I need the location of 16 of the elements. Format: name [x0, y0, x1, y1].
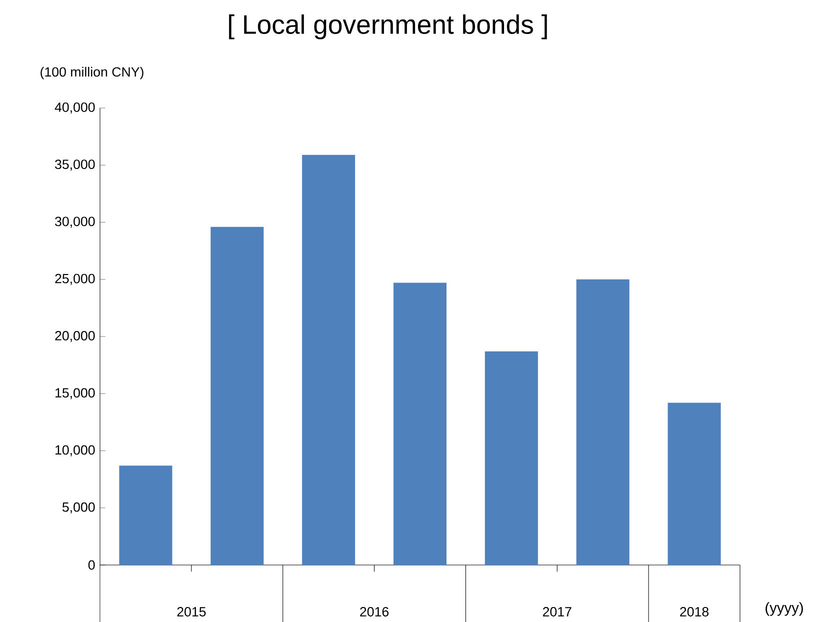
x-tick-label: 2017: [542, 607, 572, 616]
y-tick-label: 10,000: [56, 445, 95, 456]
y-tick-label: 35,000: [55, 160, 95, 171]
y-tick-label: 20,000: [55, 330, 95, 342]
x-tick-label: 2015: [177, 607, 206, 616]
x-axis-title: (yyyy): [766, 602, 803, 616]
x-tick-label: 2018: [680, 607, 709, 616]
y-tick-label: 30,000: [55, 216, 95, 228]
x-tick-label: 2016: [360, 607, 389, 616]
y-tick-label: 15,000: [56, 388, 95, 400]
y-tick-label: 0: [88, 560, 95, 570]
y-tick-label: 5,000: [62, 502, 95, 514]
y-tick-label: 40,000: [54, 102, 95, 114]
chart-title: [ Local government bonds ]: [229, 14, 547, 40]
y-tick-label: 25,000: [55, 274, 95, 285]
y-axis-title: (100 million CNY): [40, 66, 144, 80]
